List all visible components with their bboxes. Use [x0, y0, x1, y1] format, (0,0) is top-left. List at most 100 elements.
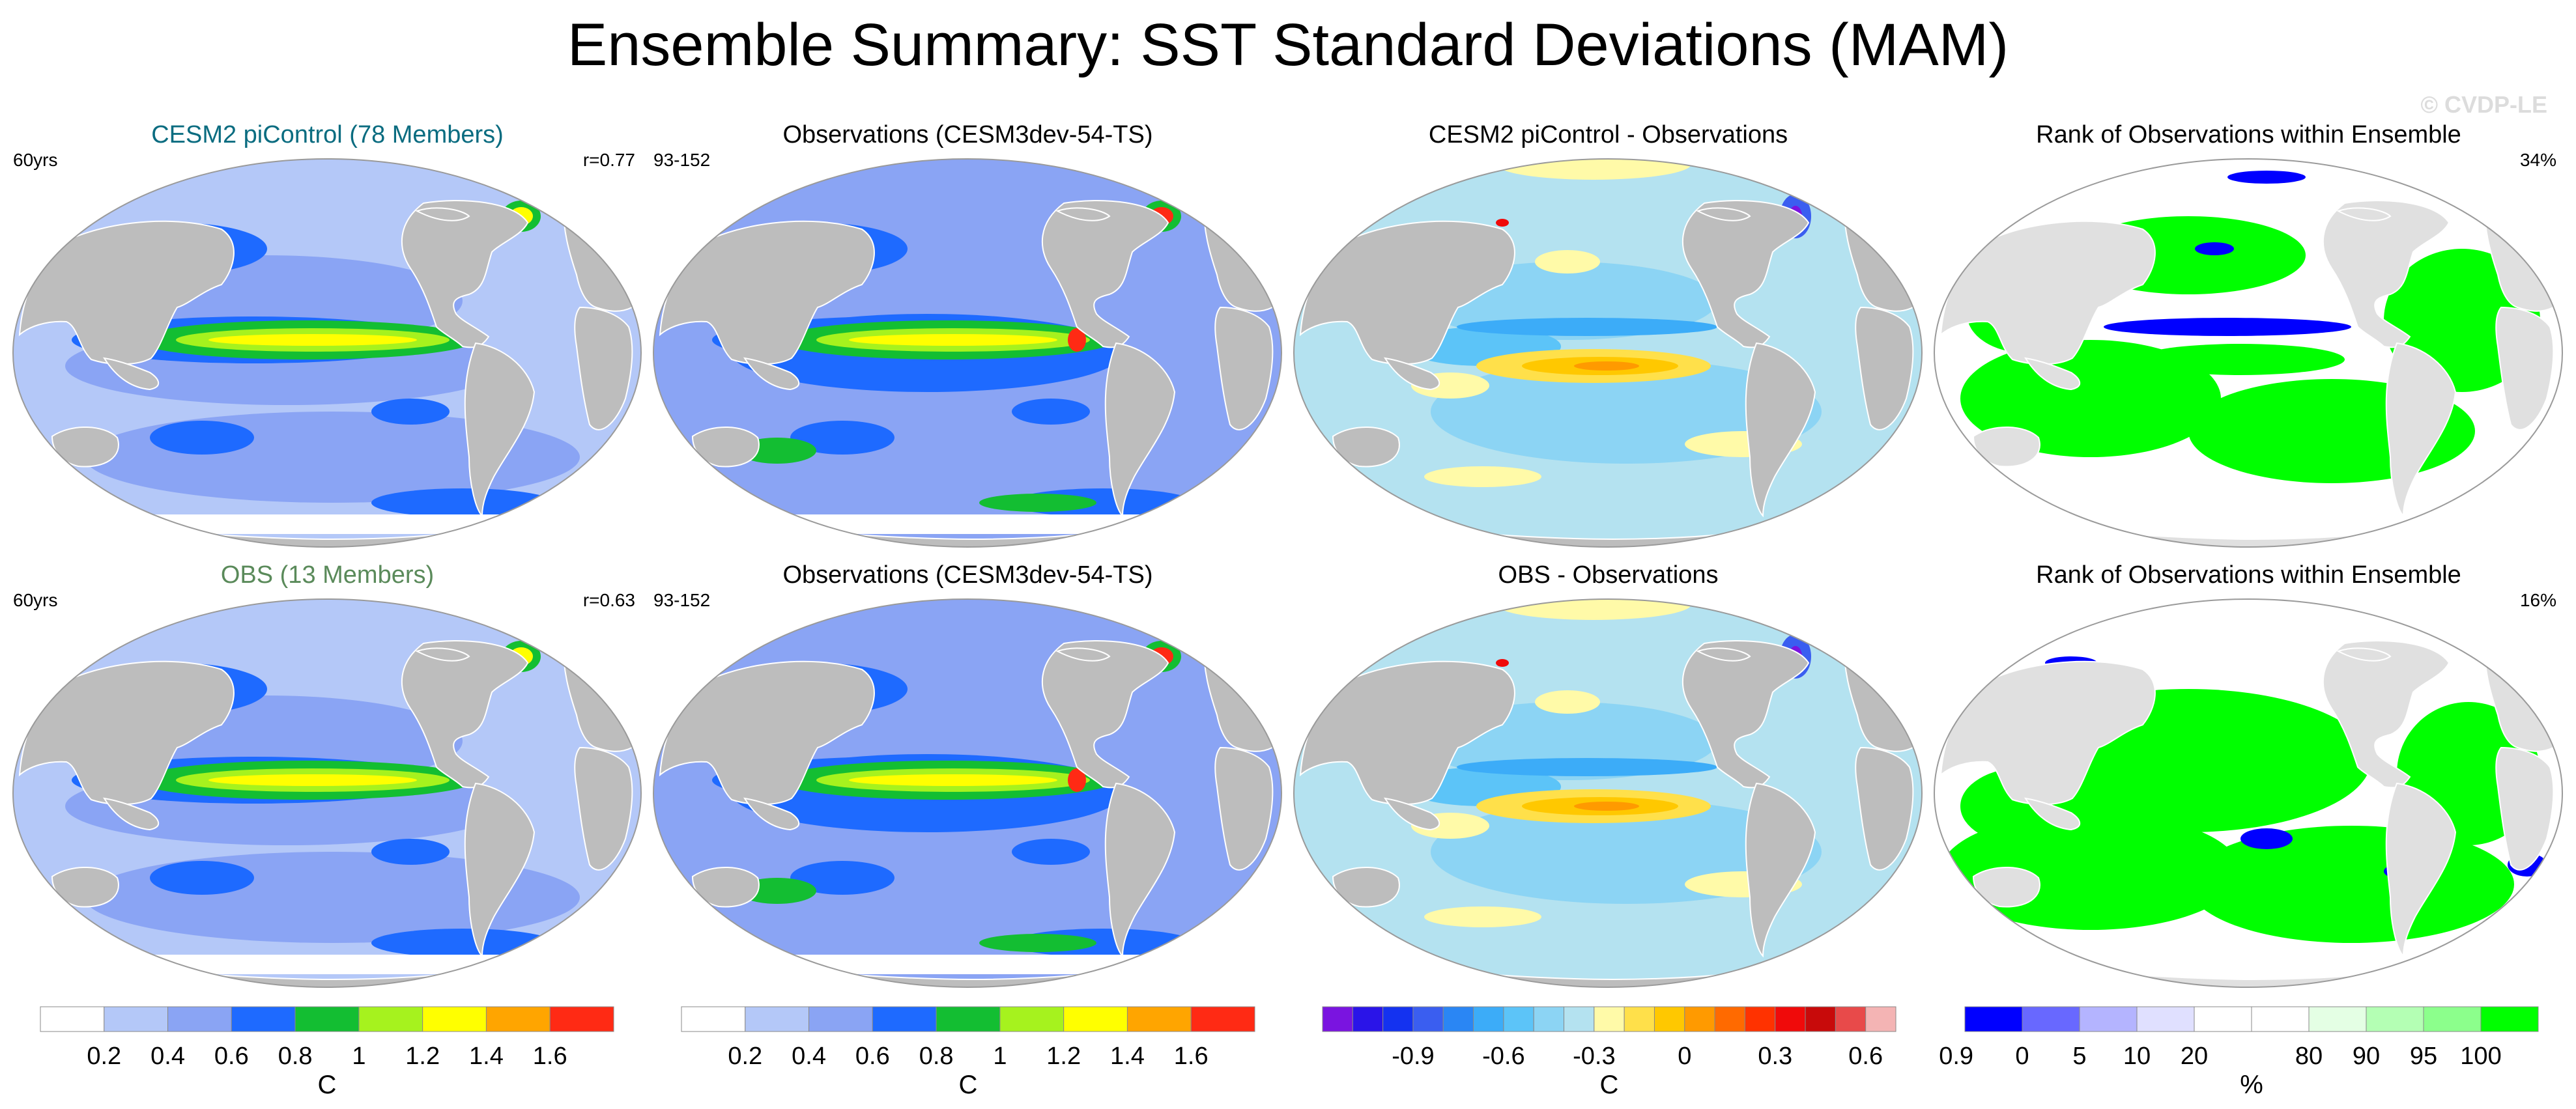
panel-rank-top: Rank of Observations within Ensemble 34% — [1928, 120, 2569, 556]
land-mask — [1299, 660, 1515, 806]
colorbar-swatch — [2251, 1006, 2310, 1032]
land-mask — [1855, 746, 1914, 871]
land-mask — [1214, 746, 1274, 871]
colorbar-swatch — [1775, 1006, 1806, 1032]
map-frame — [12, 598, 642, 988]
colorbar-tick-label: -0.3 — [1573, 1043, 1615, 1070]
colorbar-tick-label: 1 — [993, 1043, 1007, 1070]
map-frame — [653, 598, 1282, 988]
colorbar-tick-label: 0.6 — [855, 1043, 890, 1070]
land-mask — [51, 866, 119, 908]
field-std — [13, 599, 641, 987]
colorbar-swatch — [2423, 1006, 2482, 1032]
colorbar-swatch — [681, 1006, 746, 1032]
colorbar-tick-label: 0.9 — [1939, 1043, 1973, 1070]
colorbar-swatch — [2194, 1006, 2252, 1032]
colorbar-tick-label: 1.2 — [405, 1043, 440, 1070]
watermark: © CVDP-LE — [2420, 91, 2547, 118]
colorbar-tick-label: 0.4 — [792, 1043, 826, 1070]
colorbar-swatch — [1624, 1006, 1655, 1032]
colorbar-swatch — [1473, 1006, 1504, 1032]
panel-obs-minus-obs: OBS - Observations — [1287, 560, 1929, 996]
colorbar-unit: C — [959, 1071, 978, 1099]
colorbar-swatch — [2136, 1006, 2195, 1032]
panel-observations-std-bottom: Observations (CESM3dev-54-TS) 93-152 — [647, 560, 1289, 996]
land-mask — [2336, 647, 2392, 662]
panel-title: CESM2 piControl (78 Members) — [151, 121, 504, 148]
land-mask — [1745, 342, 1816, 518]
colorbar-swatch — [1063, 1006, 1128, 1032]
land-mask — [1299, 220, 1515, 365]
colorbar-swatch — [809, 1006, 873, 1032]
correlation-label: r=0.63 — [582, 590, 635, 610]
land-mask — [1696, 207, 1751, 221]
land-mask — [2495, 746, 2555, 871]
colorbar-tick-label: 1.4 — [469, 1043, 504, 1070]
colorbar-swatch — [40, 1006, 105, 1032]
colorbar-tick-label: 0.6 — [214, 1043, 249, 1070]
panel-title: Rank of Observations within Ensemble — [2036, 561, 2461, 589]
map-std — [12, 158, 642, 548]
field-std — [13, 159, 641, 547]
field-rank — [1934, 599, 2562, 987]
land-mask — [1104, 782, 1176, 958]
land-mask — [102, 797, 160, 831]
panel-cesm2-minus-obs: CESM2 piControl - Observations — [1287, 120, 1929, 556]
land-mask — [18, 220, 235, 365]
colorbar-tick-label: 100 — [2460, 1043, 2501, 1070]
period-label: 60yrs — [13, 150, 58, 170]
land-mask — [1383, 797, 1440, 831]
land-mask — [401, 639, 529, 789]
colorbar-tick-label: 0.8 — [919, 1043, 954, 1070]
colorbar-std-1: 0.2 0.4 0.6 0.8 1 1.2 1.4 1.6 C — [40, 1006, 614, 1104]
colorbar-swatch — [1564, 1006, 1595, 1032]
colorbar-swatch — [1835, 1006, 1867, 1032]
land-mask — [415, 207, 470, 221]
land-mask — [1214, 306, 1274, 430]
map-frame — [1934, 598, 2563, 988]
colorbar-tick-label: 20 — [2181, 1043, 2208, 1070]
panel-title: Observations (CESM3dev-54-TS) — [782, 561, 1153, 589]
land-mask — [401, 199, 529, 348]
period-label: 93-152 — [653, 150, 711, 170]
colorbar-tick-label: 0 — [2015, 1043, 2029, 1070]
land-mask — [1055, 207, 1111, 221]
land-mask — [691, 426, 760, 468]
colorbar-svg: 0.2 0.4 0.6 0.8 1 1.2 1.4 1.6 C — [681, 1006, 1255, 1099]
land-mask — [1383, 357, 1440, 391]
land-mask — [1055, 647, 1111, 662]
panel-title: OBS - Observations — [1498, 561, 1719, 589]
colorbar-swatch — [1865, 1006, 1896, 1032]
land-mask — [1682, 199, 1810, 348]
map-frame — [12, 158, 642, 548]
colorbar-tick-label: 0 — [1678, 1043, 1691, 1070]
colorbar-tick-label: 0.8 — [278, 1043, 313, 1070]
land-mask — [1939, 660, 2156, 806]
land-mask — [574, 306, 633, 430]
land-mask — [2024, 797, 2081, 831]
land-mask — [1682, 639, 1810, 789]
colorbar-tick-label: 1.4 — [1110, 1043, 1145, 1070]
land-mask — [1745, 782, 1816, 958]
colorbar-svg: 0.2 0.4 0.6 0.8 1 1.2 1.4 1.6 C — [40, 1006, 614, 1099]
land-mask — [659, 660, 875, 806]
colorbar-tick-label: 95 — [2410, 1043, 2437, 1070]
map-frame — [1293, 598, 1923, 988]
map-rank — [1934, 598, 2563, 988]
map-diff — [1293, 598, 1923, 988]
colorbar-diff: -0.9 -0.6 -0.3 0 0.3 0.6 0.9 C — [1322, 1006, 1973, 1104]
map-frame — [1934, 158, 2563, 548]
colorbar-swatch — [2079, 1006, 2138, 1032]
colorbar-swatch — [1744, 1006, 1776, 1032]
colorbar-swatch — [872, 1006, 937, 1032]
colorbar-unit: C — [318, 1071, 337, 1099]
panel-title: OBS (13 Members) — [220, 561, 435, 589]
colorbar-swatch — [422, 1006, 487, 1032]
colorbar-tick-label: 80 — [2295, 1043, 2323, 1070]
land-mask — [691, 866, 760, 908]
panel-observations-std-top: Observations (CESM3dev-54-TS) 93-152 — [647, 120, 1289, 556]
land-mask — [2322, 639, 2450, 789]
area-percent-label: 16% — [2519, 590, 2556, 610]
land-mask — [1855, 306, 1914, 430]
land-mask — [51, 426, 119, 468]
